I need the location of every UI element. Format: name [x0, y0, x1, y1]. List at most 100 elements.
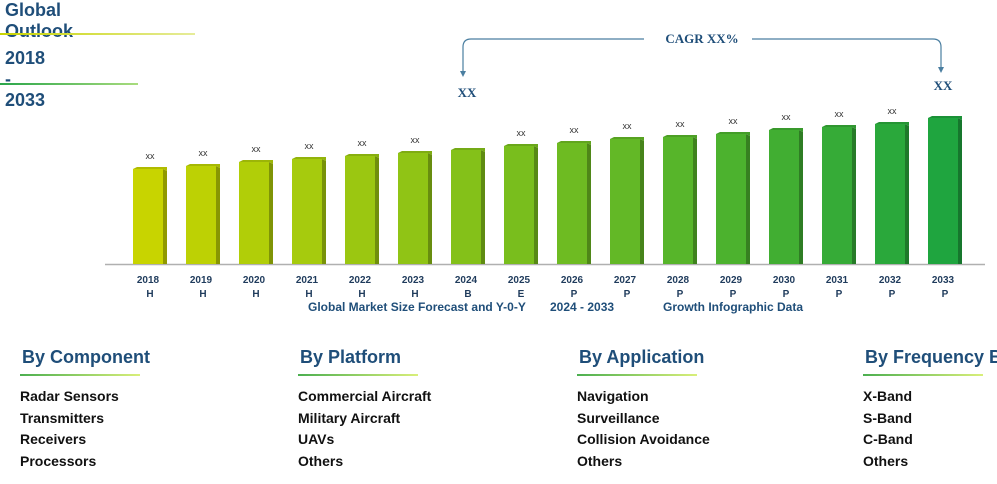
x-tick-label: 2021: [296, 275, 319, 286]
chart-subtitle-main: Global Market Size Forecast and Y-0-Y: [308, 300, 526, 314]
x-tick-label: 2033: [932, 275, 955, 286]
segment-item: Collision Avoidance: [577, 431, 710, 447]
bar: [504, 146, 534, 264]
segment-application: By Application Navigation Surveillance C…: [577, 347, 827, 472]
x-tick-label: 2025: [508, 275, 531, 286]
data-label: xx: [623, 121, 633, 131]
period-code: P: [624, 289, 631, 300]
x-tick-label: 2028: [667, 275, 690, 286]
segment-item: Processors: [20, 452, 97, 469]
bar: [875, 124, 905, 264]
cagr-end-value: XX: [934, 78, 953, 93]
segment-item: Military Aircraft: [298, 409, 401, 426]
segment-item: Transmitters: [20, 409, 105, 426]
segment-item: Others: [298, 452, 344, 469]
data-label: xx: [358, 138, 368, 148]
segment-component: By Component Radar Sensors Transmitters …: [20, 347, 270, 472]
data-label: xx: [570, 125, 580, 135]
bar-side: [693, 137, 697, 264]
bar: [345, 156, 375, 264]
cagr-arrow-end: [938, 67, 944, 73]
segment-list: Commercial Aircraft Military Aircraft UA…: [298, 386, 548, 472]
year-range: 2018 - 2033: [5, 48, 46, 110]
bar: [663, 137, 693, 264]
segment-underline: [20, 374, 140, 376]
period-code: P: [571, 289, 578, 300]
data-label: xx: [729, 116, 739, 126]
period-code: H: [252, 289, 259, 300]
segment-item: Receivers: [20, 431, 87, 447]
period-code: P: [677, 289, 684, 300]
data-label: xx: [517, 128, 527, 138]
data-label: xx: [888, 106, 898, 116]
x-tick-label: 2027: [614, 275, 637, 286]
bar-side: [958, 118, 962, 264]
segment-frequency-band: By Frequency Band X-Band S-Band C-Band O…: [863, 347, 997, 472]
bar-chart: xx 2018 Hxx 2019 Hxx 2020 Hxx 2021 Hxx 2022 Hxx 202…: [105, 31, 985, 300]
segment-underline: [863, 374, 983, 376]
segment-item: Surveillance: [577, 409, 660, 426]
bar: [398, 153, 428, 264]
period-code: P: [730, 289, 737, 300]
bar: [557, 143, 587, 264]
data-label: xx: [411, 135, 421, 145]
data-label: xx: [199, 148, 209, 158]
period-code: H: [305, 289, 312, 300]
segment-title: By Platform: [300, 347, 402, 367]
segment-item: Others: [577, 452, 623, 469]
segment-item: S-Band: [863, 409, 912, 426]
period-code: E: [518, 289, 525, 300]
cagr-label: CAGR XX%: [665, 31, 738, 46]
segment-item: X-Band: [863, 388, 912, 404]
bar: [239, 162, 269, 264]
segment-title: By Frequency Band: [865, 347, 997, 367]
segment-item: UAVs: [298, 431, 335, 447]
data-label: xx: [252, 144, 262, 154]
x-tick-label: 2029: [720, 275, 743, 286]
period-code: H: [199, 289, 206, 300]
bar: [716, 134, 746, 264]
period-code: B: [464, 289, 471, 300]
year-underline: [0, 83, 138, 85]
chart-subtitle-tail: Growth Infographic Data: [663, 300, 804, 314]
bar: [822, 127, 852, 264]
period-code: H: [146, 289, 153, 300]
segment-title: By Component: [22, 347, 150, 367]
x-tick-label: 2018: [137, 275, 160, 286]
bar-side: [481, 150, 485, 264]
period-code: H: [411, 289, 418, 300]
data-label: xx: [676, 119, 686, 129]
segment-item: C-Band: [863, 431, 913, 447]
page-title: Global Outlook: [5, 0, 73, 41]
segment-platform: By Platform Commercial Aircraft Military…: [298, 347, 548, 472]
bar-side: [852, 127, 856, 264]
bar: [292, 159, 322, 264]
chart-subtitle-range: 2024 - 2033: [550, 300, 615, 314]
bar: [186, 166, 216, 264]
x-tick-label: 2022: [349, 275, 372, 286]
segment-item: Radar Sensors: [20, 388, 119, 404]
data-label: xx: [835, 109, 845, 119]
cagr-bracket-left: [462, 38, 644, 72]
bar: [769, 130, 799, 264]
data-label: xx: [782, 112, 792, 122]
period-code: P: [836, 289, 843, 300]
bar-side: [428, 153, 432, 264]
x-tick-label: 2031: [826, 275, 849, 286]
bar-side: [587, 143, 591, 264]
bar: [610, 139, 640, 264]
segment-item: Others: [863, 452, 909, 469]
segment-item: Commercial Aircraft: [298, 388, 432, 404]
x-tick-label: 2024: [455, 275, 478, 286]
bar: [928, 118, 958, 264]
bar-side: [799, 130, 803, 264]
bar-side: [375, 156, 379, 264]
bar: [451, 150, 481, 264]
x-tick-label: 2019: [190, 275, 213, 286]
bar-side: [216, 166, 220, 264]
data-label: xx: [305, 141, 315, 151]
bar-side: [269, 162, 273, 264]
bar-side: [534, 146, 538, 264]
segment-underline: [298, 374, 418, 376]
x-tick-label: 2032: [879, 275, 902, 286]
